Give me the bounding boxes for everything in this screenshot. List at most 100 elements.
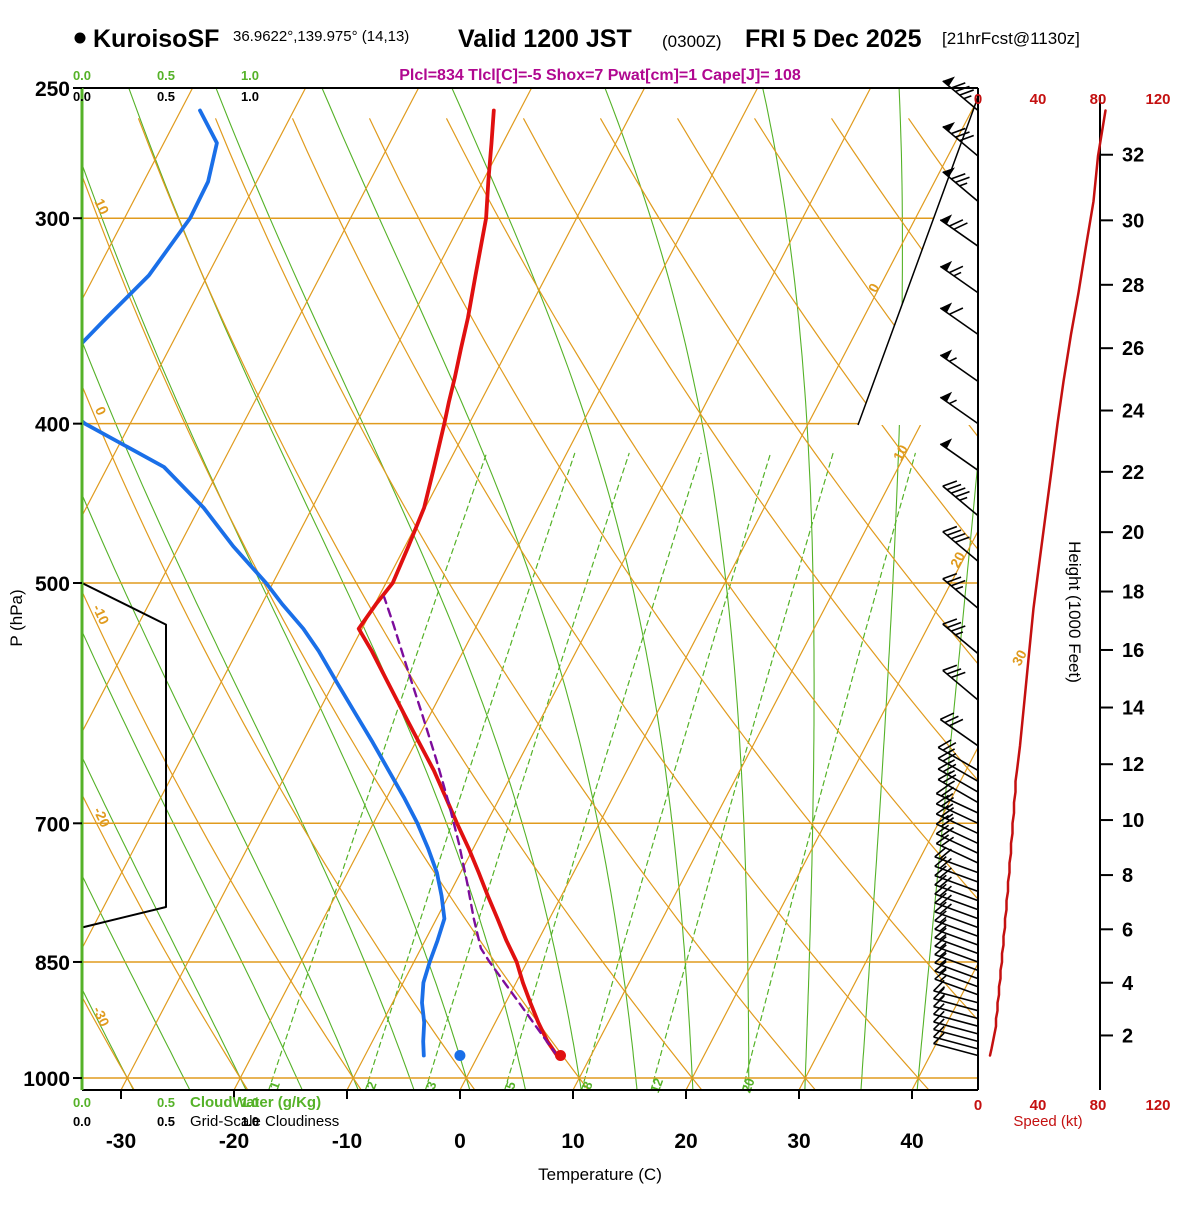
mixing-ratio-label: 12 <box>647 1076 666 1095</box>
chart-layers: 1 2 3 5 8 12 20100-10-20-300102030250300400500… <box>23 68 1171 1153</box>
pressure-tick-label: 700 <box>35 813 70 836</box>
height-tick-label: 18 <box>1122 582 1144 604</box>
mixing-ratio-label: 8 <box>579 1079 596 1091</box>
pressure-tick-label: 250 <box>35 78 70 101</box>
temp-tick-label: -10 <box>332 1130 362 1153</box>
pressure-axis-title: P (hPa) <box>7 589 26 646</box>
cloudiness-scale-top: 0.5 <box>157 89 175 104</box>
title-bullet-icon <box>74 32 86 44</box>
height-tick-label: 30 <box>1122 210 1144 232</box>
speed-tick-label-top: 40 <box>1030 91 1047 108</box>
speed-tick-label-top: 80 <box>1090 91 1107 108</box>
valid-date: FRI 5 Dec 2025 <box>745 25 922 53</box>
dry-adiabat-label: -10 <box>90 602 113 627</box>
dry-adiabat-label: 10 <box>91 196 112 217</box>
cloudwater-scale-bottom: 1.0 <box>241 1095 259 1110</box>
cloudiness-scale-bottom: 0.5 <box>157 1114 175 1129</box>
corner-cut-line <box>857 96 979 426</box>
dry-adiabats <box>82 118 978 1090</box>
mixing-ratio-label: 5 <box>502 1079 519 1091</box>
dry-adiabat-label: -30 <box>90 1004 113 1029</box>
dewpoint-curve <box>82 108 447 1058</box>
temp-tick-label: 20 <box>674 1130 697 1153</box>
mixing-ratio-label: 2 <box>363 1079 380 1091</box>
temp-tick-label: 0 <box>454 1130 466 1153</box>
valid-zulu: (0300Z) <box>662 32 722 51</box>
valid-time: Valid 1200 JST <box>458 25 632 53</box>
sounding-curves <box>82 108 559 1058</box>
station-coords: 36.9622°,139.975° (14,13) <box>233 28 409 45</box>
parcel-path-curve <box>383 596 559 1057</box>
wind-speed-curve <box>988 109 1107 1057</box>
wind-barbs <box>933 76 979 1057</box>
plot-border <box>82 87 979 1091</box>
pressure-tick-label: 500 <box>35 573 70 596</box>
pressure-gridlines <box>82 217 978 1079</box>
temp-tick-label: 40 <box>900 1130 923 1153</box>
temp-tick-label: -30 <box>106 1130 136 1153</box>
cloudwater-scale-top: 0.0 <box>73 68 91 83</box>
height-tick-label: 26 <box>1122 338 1144 360</box>
pressure-tick-label: 300 <box>35 208 70 231</box>
height-tick-label: 2 <box>1122 1025 1133 1047</box>
speed-tick-label-bottom: 80 <box>1090 1097 1107 1114</box>
temp-tick-label: 10 <box>561 1130 584 1153</box>
surface-dewpoint-dot <box>454 1050 466 1062</box>
mixing-ratio-label: 1 <box>266 1079 283 1091</box>
skewt-background <box>82 88 978 1090</box>
cloudiness-profile-line <box>81 582 167 929</box>
height-tick-label: 16 <box>1122 640 1144 662</box>
speed-axis-title: Speed (kt) <box>1013 1113 1082 1130</box>
dry-adiabat-label: 0 <box>92 404 110 418</box>
cloudiness-scale-bottom: 0.0 <box>73 1114 91 1129</box>
height-tick-label: 12 <box>1122 754 1144 776</box>
pressure-tick-label: 400 <box>35 414 70 437</box>
height-tick-label: 10 <box>1122 810 1144 832</box>
surface-dots <box>454 1050 566 1062</box>
temperature-curve <box>356 108 559 1058</box>
speed-tick-label-bottom: 40 <box>1030 1097 1047 1114</box>
cloudwater-scale-bottom: 0.0 <box>73 1095 91 1110</box>
height-tick-label: 14 <box>1122 698 1145 720</box>
temp-tick-label: -20 <box>219 1130 249 1153</box>
isotherm-label: 0 <box>865 280 883 295</box>
speed-tick-label-bottom: 120 <box>1145 1097 1170 1114</box>
station-title: KuroisoSF <box>93 25 219 53</box>
cloudwater-scale-top: 0.5 <box>157 68 175 83</box>
speed-tick-label-top: 0 <box>974 91 982 108</box>
speed-scale: 0 0 40 40 80 80 120 120 <box>974 91 1171 1114</box>
dry-adiabat-label: -20 <box>90 805 113 830</box>
height-tick-label: 4 <box>1122 973 1134 995</box>
cloudiness-scale-top: 1.0 <box>241 89 259 104</box>
height-tick-label: 32 <box>1122 145 1144 167</box>
temperature-axis: -30 -20 -10 0 10 20 30 40 <box>106 1090 924 1153</box>
pressure-tick-label: 850 <box>35 952 70 975</box>
mixing-ratio-label: 3 <box>423 1079 440 1091</box>
temperature-axis-title: Temperature (C) <box>538 1165 662 1184</box>
pressure-axis: 250 300 400 500 700 850 1000 <box>23 78 82 1091</box>
cloudwater-scale-top: 1.0 <box>241 68 259 83</box>
cloud-scales: 0.0 0.5 1.0 0.0 0.5 1.0 0.0 0.5 1.0 0.0 0.5 1.0 <box>73 68 259 1129</box>
height-axis-title: Height (1000 Feet) <box>1065 541 1084 683</box>
cloudwater-scale-bottom: 0.5 <box>157 1095 175 1110</box>
isotherm-label: 20 <box>947 549 969 570</box>
isotherm-label: 30 <box>1009 647 1031 668</box>
height-tick-label: 8 <box>1122 865 1133 887</box>
isotherm-label: 10 <box>890 442 912 463</box>
cloudiness-scale-bottom: 1.0 <box>241 1114 259 1129</box>
isotherms <box>82 88 978 1090</box>
height-tick-label: 22 <box>1122 462 1144 484</box>
cloudiness-scale-top: 0.0 <box>73 89 91 104</box>
stability-stats: Plcl=834 Tlcl[C]=-5 Shox=7 Pwat[cm]=1 Ca… <box>399 67 801 84</box>
mixing-ratio-label: 20 <box>739 1076 758 1095</box>
pressure-tick-label: 1000 <box>23 1068 70 1091</box>
height-tick-label: 6 <box>1122 919 1133 941</box>
cloudiness-axis-title: Grid-Scale Cloudiness <box>190 1113 339 1130</box>
cloudwater-axis-title: CloudWater (g/Kg) <box>190 1094 321 1111</box>
forecast-tag: [21hrFcst@1130z] <box>942 29 1080 48</box>
speed-tick-label-bottom: 0 <box>974 1097 982 1114</box>
